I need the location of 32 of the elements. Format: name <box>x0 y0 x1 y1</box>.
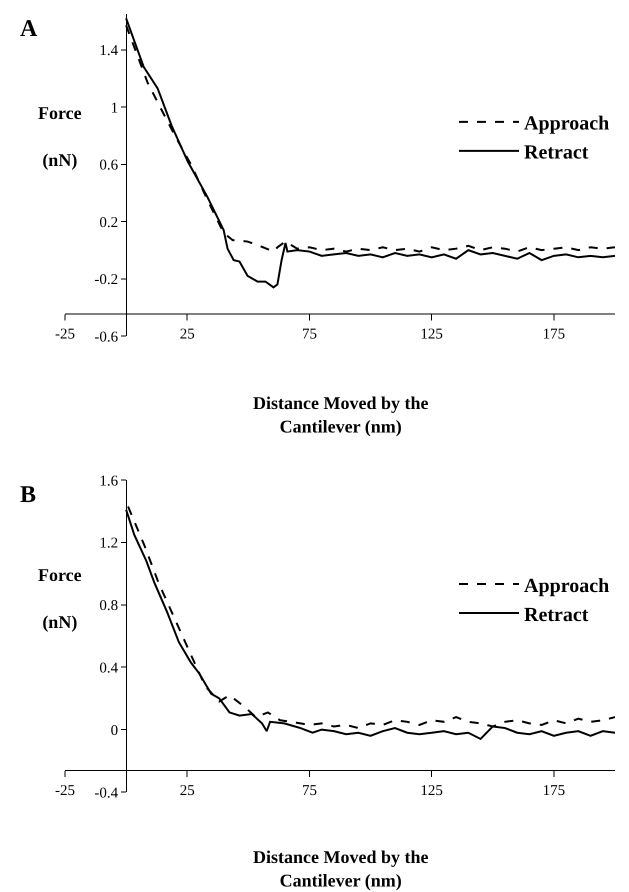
y-tick-label: 1.2 <box>99 536 118 552</box>
y-tick-label: -0.6 <box>94 329 119 346</box>
y-tick-label: 1.6 <box>99 473 119 490</box>
x-axis-title: Distance Moved by the Cantilever (nm) <box>253 393 428 436</box>
x-tick-label: 75 <box>302 783 317 800</box>
x-axis-title: Distance Moved by the Cantilever (nm) <box>253 847 428 890</box>
y-tick-label: -0.2 <box>94 272 118 288</box>
legend-label: Approach <box>524 112 610 135</box>
y-tick-label: 0.8 <box>99 598 118 614</box>
x-tick-label: 175 <box>542 326 566 342</box>
chart-title: A <box>20 16 38 42</box>
x-tick-label: 75 <box>302 326 317 342</box>
x-tick-label: -25 <box>55 326 75 342</box>
x-tick-label: 175 <box>542 783 566 800</box>
text: Force (nN) <box>38 103 82 170</box>
chart-title: B <box>20 482 36 508</box>
y-tick-label: 0.2 <box>99 214 118 231</box>
legend-label: Approach <box>524 574 610 597</box>
y-tick-label: 1 <box>110 100 118 116</box>
y-tick-label: 0 <box>110 722 118 739</box>
y-tick-label: 1.4 <box>99 43 119 60</box>
y-tick-label: 0.4 <box>99 660 119 676</box>
y-tick-label: -0.4 <box>94 785 119 802</box>
x-tick-label: -25 <box>55 783 75 800</box>
x-tick-label: 25 <box>180 783 195 800</box>
y-tick-label: 0.6 <box>99 158 119 174</box>
x-tick-label: 125 <box>420 326 443 342</box>
legend-label: Retract <box>524 604 589 626</box>
x-tick-label: 25 <box>180 326 195 342</box>
legend-label: Retract <box>524 142 589 164</box>
x-tick-label: 125 <box>420 783 443 800</box>
text: Force (nN) <box>38 565 82 632</box>
